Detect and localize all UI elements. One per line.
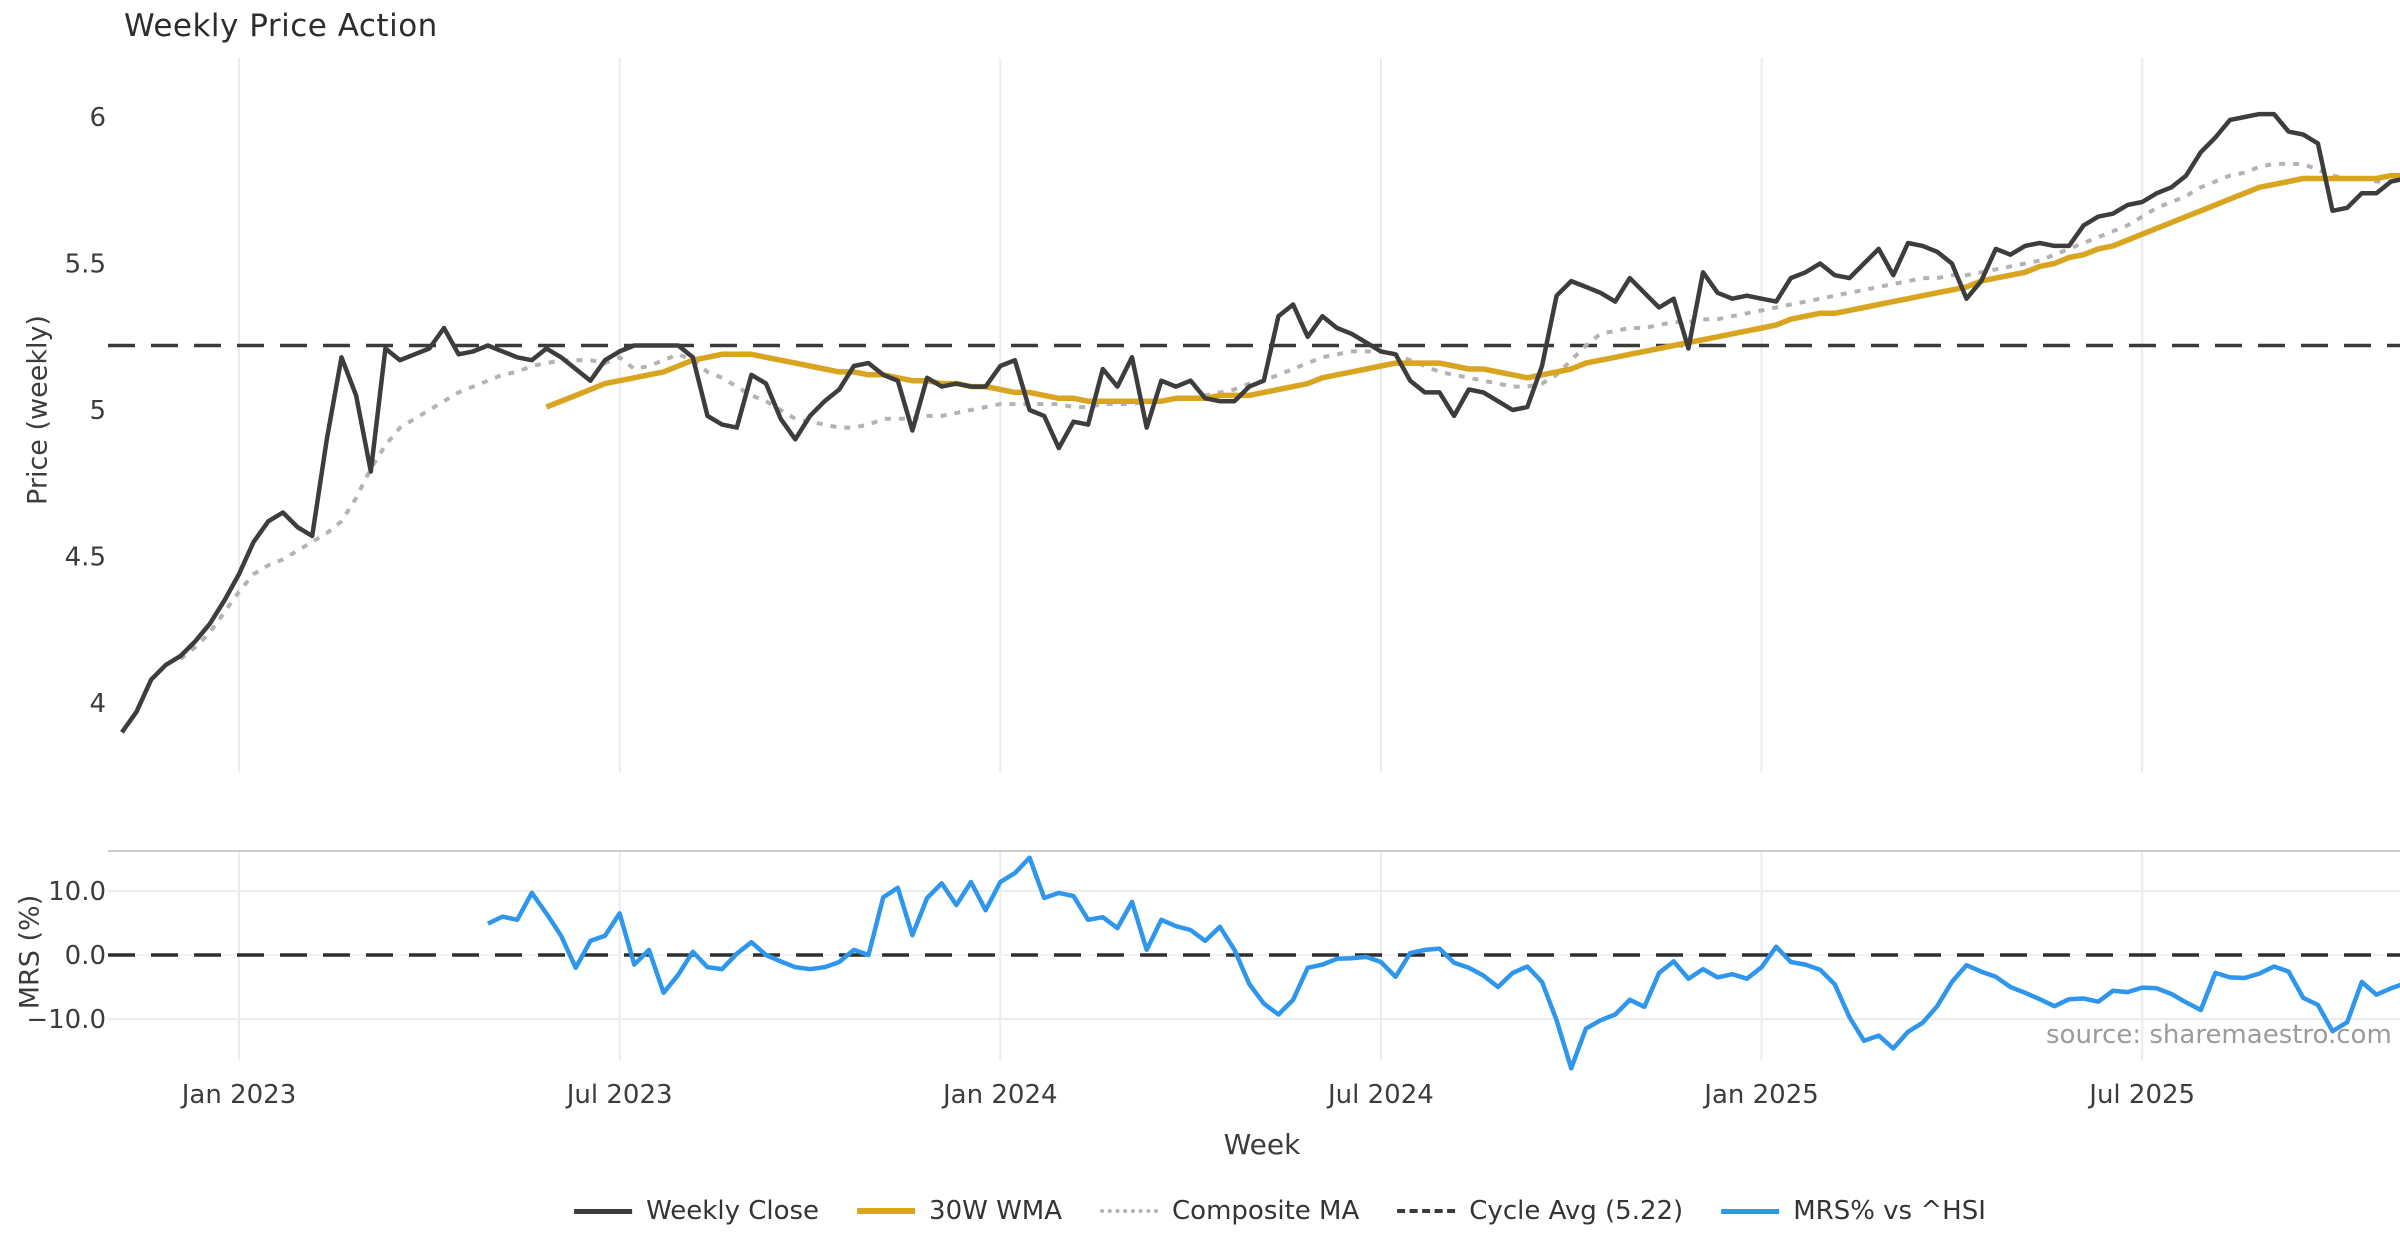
mrs-tick-label: 10.0 bbox=[48, 877, 106, 907]
mrs-line bbox=[486, 855, 2400, 1071]
x-tick-label: Jan 2025 bbox=[1702, 1080, 1819, 1110]
x-tick-label: Jul 2023 bbox=[565, 1080, 673, 1110]
legend-item-label: Composite MA bbox=[1172, 1196, 1360, 1226]
legend-line-icon bbox=[1100, 1209, 1159, 1213]
legend-line-icon bbox=[1397, 1209, 1456, 1213]
mrs-tick-label: 0.0 bbox=[65, 941, 106, 971]
price-tick-label: 5 bbox=[89, 396, 106, 426]
price-tick-label: 4.5 bbox=[65, 543, 106, 573]
chart-title: Weekly Price Action bbox=[124, 8, 438, 44]
x-tick-label: Jan 2024 bbox=[941, 1080, 1058, 1110]
legend-item-label: 30W WMA bbox=[929, 1196, 1063, 1226]
legend-item-mrs-vs-hsi: MRS% vs ^HSI bbox=[1721, 1196, 1986, 1226]
composite-ma-line bbox=[179, 161, 2400, 661]
legend-line-icon bbox=[1721, 1208, 1780, 1214]
wma-30w-line bbox=[545, 172, 2400, 410]
x-tick-label: Jul 2024 bbox=[1326, 1080, 1434, 1110]
legend-item-composite-ma: Composite MA bbox=[1100, 1196, 1359, 1226]
legend-item-label: Weekly Close bbox=[646, 1196, 820, 1226]
legend-item-label: Cycle Avg (5.22) bbox=[1469, 1196, 1684, 1226]
legend-item-30w-wma: 30W WMA bbox=[857, 1196, 1062, 1226]
price-tick-label: 6 bbox=[89, 103, 106, 133]
legend-item-label: MRS% vs ^HSI bbox=[1793, 1196, 1986, 1226]
legend-line-icon bbox=[857, 1208, 916, 1214]
legend-line-icon bbox=[574, 1208, 633, 1214]
week-axis-label: Week bbox=[1223, 1128, 1301, 1161]
price-tick-label: 4 bbox=[89, 689, 106, 719]
x-tick-label: Jul 2025 bbox=[2087, 1080, 2195, 1110]
x-tick-label: Jan 2023 bbox=[180, 1080, 297, 1110]
source-note: source: sharemaestro.com bbox=[2046, 1020, 2392, 1050]
chart-legend: Weekly Close 30W WMA Composite MA Cycle Avg… bbox=[574, 1196, 1986, 1226]
mrs-tick-label: −10.0 bbox=[26, 1005, 106, 1035]
price-tick-label: 5.5 bbox=[65, 250, 106, 280]
legend-item-weekly-close: Weekly Close bbox=[574, 1196, 819, 1226]
legend-item-cycle-avg-5-22: Cycle Avg (5.22) bbox=[1397, 1196, 1683, 1226]
weekly-close-line bbox=[120, 111, 2400, 734]
